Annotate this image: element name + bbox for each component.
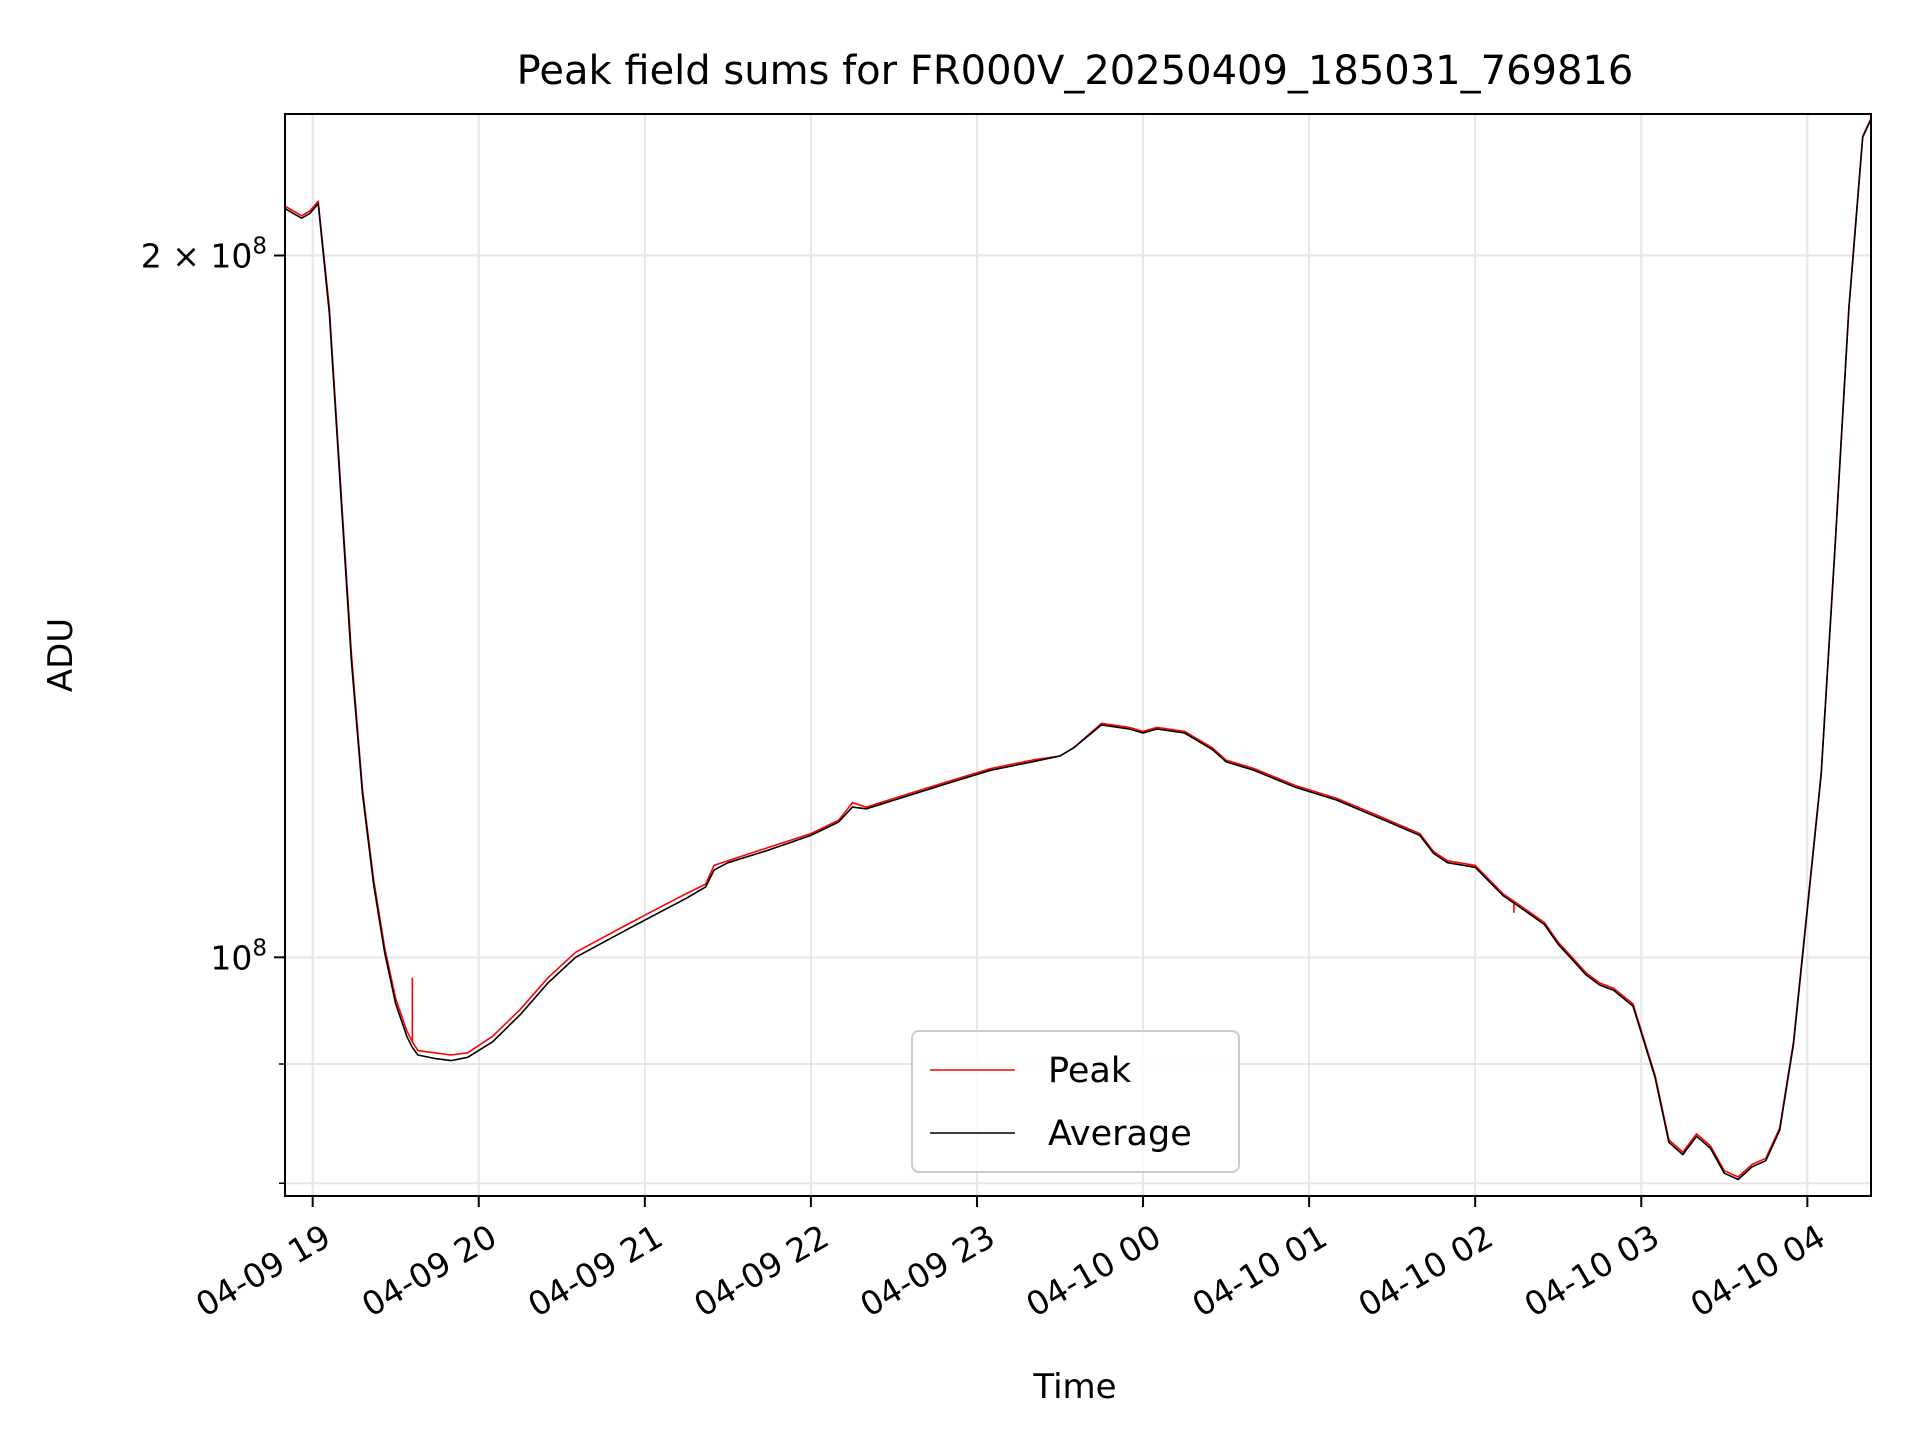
series bbox=[284, 118, 1872, 1181]
legend: Peak Average bbox=[911, 1030, 1240, 1173]
x-axis-label: Time bbox=[1032, 1367, 1116, 1407]
legend-box bbox=[911, 1030, 1240, 1173]
series-line-average bbox=[284, 118, 1872, 1181]
y-axis-label: ADU bbox=[41, 618, 81, 692]
plot-frame bbox=[284, 113, 1872, 1197]
chart-title: Peak field sums for FR000V_20250409_1850… bbox=[517, 48, 1634, 94]
y-tick-label: 2 × 108 bbox=[141, 234, 267, 276]
legend-average-label: Average bbox=[1048, 1114, 1192, 1154]
grid bbox=[285, 114, 1871, 1196]
series-line-peak bbox=[284, 118, 1872, 1178]
legend-peak-label: Peak bbox=[1048, 1051, 1132, 1091]
y-tick-label: 108 bbox=[210, 935, 267, 977]
